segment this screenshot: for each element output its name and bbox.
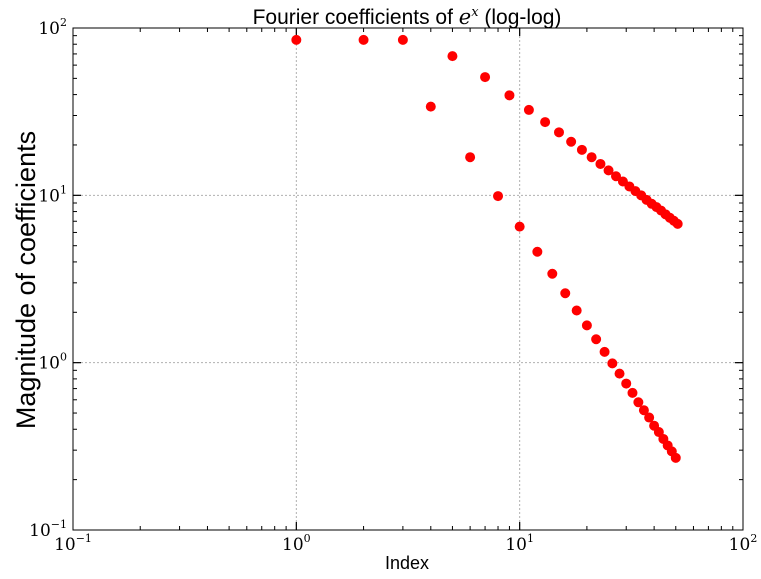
data-point (653, 427, 664, 438)
chart-title: Fourier coefficients of ex (log-log) (253, 5, 562, 29)
data-point (465, 152, 476, 163)
y-axis-label: Magnitude of coefficients (11, 131, 41, 429)
data-point (591, 334, 602, 345)
x-tick-label: 10−1 (54, 532, 92, 555)
data-point (576, 144, 587, 155)
y-tick-label: 100 (38, 351, 67, 374)
data-point (621, 378, 632, 389)
data-point (397, 34, 408, 45)
x-tick-label: 101 (505, 532, 534, 555)
data-point (532, 246, 543, 257)
data-point (633, 397, 644, 408)
data-points (291, 34, 683, 463)
data-point (581, 320, 592, 331)
x-tick-labels: 10−1 100 101 102 (54, 532, 757, 555)
x-tick-label: 102 (729, 532, 758, 555)
data-point (547, 268, 558, 279)
data-point (523, 104, 534, 115)
data-point (447, 51, 458, 62)
y-tick-label: 101 (38, 183, 67, 206)
x-axis-label: Index (385, 553, 429, 573)
data-point (560, 288, 571, 299)
data-point (672, 218, 683, 229)
data-point (566, 136, 577, 147)
data-point (627, 387, 638, 398)
data-point (599, 346, 610, 357)
data-point (607, 358, 618, 369)
data-point (358, 34, 369, 45)
data-point (670, 452, 681, 463)
data-point (480, 72, 491, 83)
data-point (291, 34, 302, 45)
axis-ticks (72, 27, 744, 531)
grid-lines (73, 28, 743, 530)
data-point (586, 152, 597, 163)
data-point (611, 171, 622, 182)
data-point (614, 368, 625, 379)
data-point (638, 405, 649, 416)
data-point (571, 305, 582, 316)
x-tick-label: 100 (282, 532, 311, 555)
data-point (493, 191, 504, 202)
data-point (514, 221, 525, 232)
data-point (504, 90, 515, 101)
data-point (644, 412, 655, 423)
data-point (617, 176, 628, 187)
plot-frame (72, 27, 744, 531)
data-point (425, 101, 436, 112)
data-point (595, 158, 606, 169)
y-tick-labels: 10−1 100 101 102 (29, 16, 67, 541)
data-point (603, 165, 614, 176)
data-point (553, 127, 564, 138)
y-tick-label: 10−1 (29, 518, 67, 541)
data-point (540, 117, 551, 128)
y-tick-label: 102 (38, 16, 67, 39)
